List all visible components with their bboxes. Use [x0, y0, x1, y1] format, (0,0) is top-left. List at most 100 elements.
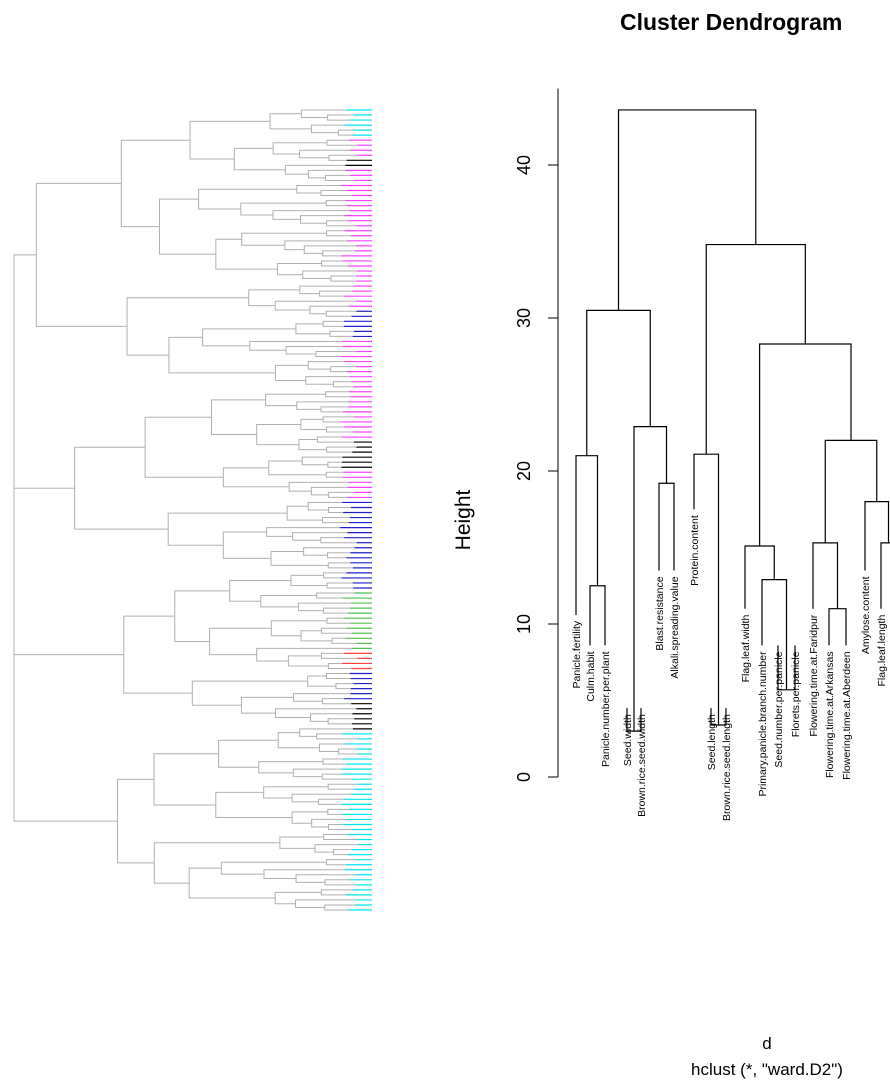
link-m_ba	[658, 482, 675, 571]
overview-link	[265, 393, 326, 407]
overview-link	[321, 260, 349, 267]
overview-link	[309, 305, 349, 315]
overview-link	[123, 615, 193, 694]
overview-link	[335, 683, 354, 690]
link-m_fl	[880, 542, 890, 609]
leaf-label: Flowering.time.at.Faridpur	[808, 614, 820, 736]
y-tick-label: 20	[514, 461, 534, 481]
overview-link	[293, 693, 351, 702]
leaf-label: Brown.rice.seed.width	[636, 714, 648, 817]
overview-link	[337, 129, 353, 136]
overview-link	[268, 460, 327, 476]
leaf-label: Blast.resistance	[654, 576, 666, 650]
leaf-label: Seed.number.per.panicle	[773, 651, 785, 767]
link-m_fpsf	[744, 545, 775, 609]
overview-link	[120, 139, 191, 228]
overview-link	[144, 416, 224, 478]
overview-link	[325, 471, 344, 478]
overview-link	[307, 361, 345, 370]
overview-link	[299, 728, 353, 737]
leaf-label: Flowering.time.at.Aberdeen	[841, 651, 853, 780]
overview-link	[202, 328, 296, 347]
overview-link	[269, 113, 312, 130]
overview-link	[309, 713, 353, 722]
overview-link	[272, 142, 327, 155]
link-m_pcp	[575, 455, 599, 615]
leaf-label: Primary.panicle.branch.number	[757, 651, 769, 797]
overview-link	[326, 582, 354, 589]
y-axis: 0 10 20 30 40	[514, 88, 559, 782]
overview-link	[256, 647, 353, 662]
overview-link	[220, 861, 327, 875]
leaf-labels: Panicle.fertility Culm.habit Panicle.numbe…	[571, 515, 888, 821]
overview-link	[288, 481, 349, 492]
overview-link	[291, 793, 351, 803]
overview-link	[325, 310, 357, 317]
overview-link	[285, 345, 343, 355]
overview-link	[323, 834, 357, 841]
leaf-label: Alkali.spreading.value	[669, 576, 681, 678]
link-m_root	[617, 109, 757, 311]
overview-link	[323, 572, 347, 579]
overview-link	[270, 620, 327, 637]
overview-link	[320, 190, 352, 197]
overview-link	[291, 811, 328, 824]
link-m_fab	[812, 542, 839, 609]
overview-link	[295, 323, 331, 335]
overview-link	[328, 506, 351, 514]
y-tick-label: 40	[514, 155, 534, 175]
overview-link	[240, 202, 327, 216]
overview-link	[153, 753, 219, 806]
y-tick-label: 30	[514, 308, 534, 328]
overview-link	[274, 364, 309, 381]
leaf-label: Seed.length	[706, 714, 718, 770]
y-tick-label: 0	[514, 772, 534, 782]
link-m_psl	[693, 453, 720, 725]
dendrogram-links	[575, 109, 890, 732]
link-m_flw	[824, 439, 878, 543]
link-m_A	[586, 309, 651, 456]
overview-link	[222, 467, 290, 488]
leaf-label: Flowering.time.at.Arkansas	[824, 651, 836, 778]
leaf-label: Flag.leaf.width	[740, 615, 752, 683]
link-m_B	[705, 243, 806, 455]
overview-link	[286, 505, 323, 521]
leaf-label: Panicle.number.per.plant	[600, 651, 612, 767]
overview-link	[266, 527, 341, 537]
overview-link	[319, 290, 353, 297]
leaf-label: Culm.habit	[585, 651, 597, 701]
overview-link	[215, 238, 278, 270]
link-m_afl	[864, 501, 890, 571]
overview-link	[198, 188, 297, 210]
overview-link	[310, 486, 348, 496]
overview-link	[218, 739, 279, 768]
overview-link	[303, 547, 355, 556]
method-label: hclust (*, "ward.D2")	[691, 1060, 843, 1079]
leaf-label: Panicle.fertility	[571, 620, 583, 688]
link-m_ab	[828, 608, 847, 646]
overview-link	[153, 842, 280, 884]
leaf-label: Brown.rice.seed.length	[721, 714, 733, 821]
overview-link	[314, 844, 358, 853]
y-axis-label: Height	[452, 489, 475, 550]
overview-link	[263, 786, 329, 799]
leaf-label: Amylose.content	[860, 576, 872, 654]
overview-link	[13, 254, 37, 697]
overview-link	[284, 240, 348, 251]
overview-link	[295, 874, 356, 883]
overview-link	[326, 617, 351, 624]
overview-link	[292, 532, 348, 541]
leaf-label: Florets.per.panicle	[790, 651, 802, 737]
overview-link	[296, 401, 349, 410]
overview-link	[277, 732, 320, 749]
overview-link	[321, 773, 352, 780]
overview-link	[215, 791, 293, 819]
leaf-label: Seed.width	[622, 714, 634, 766]
overview-link	[327, 491, 354, 498]
link-m_E	[759, 343, 852, 546]
y-tick-label: 10	[514, 614, 534, 634]
overview-link	[329, 330, 354, 337]
overview-link	[188, 867, 276, 899]
